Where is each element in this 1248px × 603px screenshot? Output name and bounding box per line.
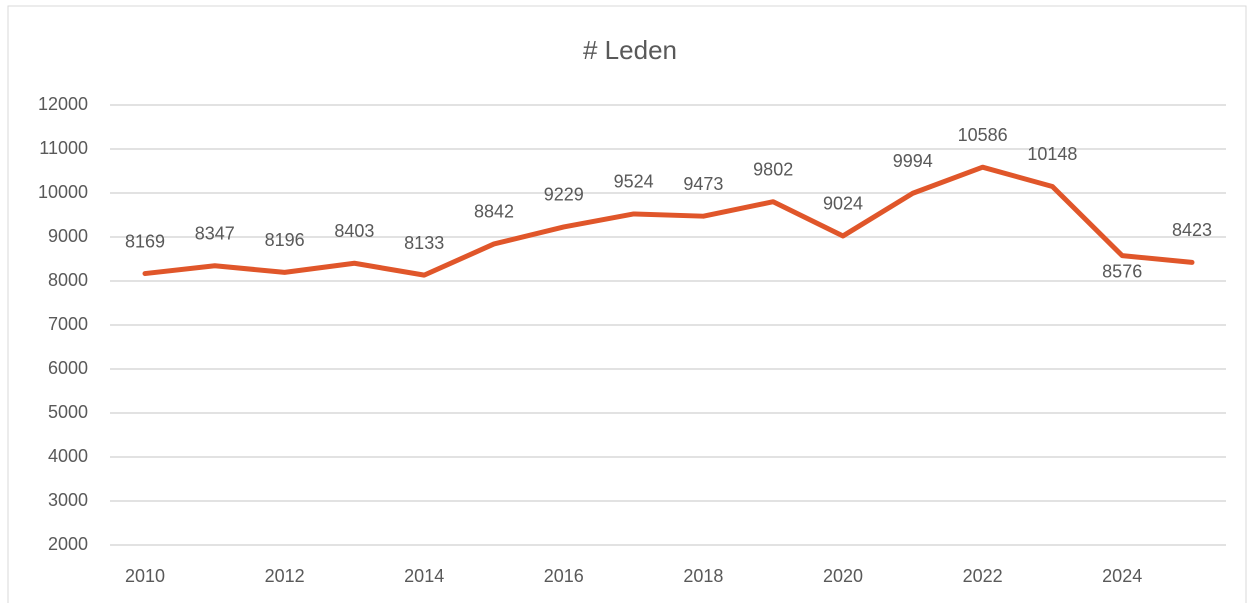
data-label: 8423 (1172, 220, 1212, 240)
y-tick-label: 3000 (48, 490, 88, 510)
x-tick-label: 2022 (963, 566, 1003, 586)
x-tick-label: 2014 (404, 566, 444, 586)
x-tick-label: 2020 (823, 566, 863, 586)
y-tick-label: 11000 (39, 138, 88, 158)
y-tick-label: 6000 (48, 358, 88, 378)
data-label: 9473 (683, 174, 723, 194)
y-tick-label: 8000 (48, 270, 88, 290)
y-tick-label: 5000 (48, 402, 88, 422)
data-label: 9994 (893, 151, 933, 171)
data-label: 9024 (823, 194, 863, 214)
data-label: 8403 (334, 221, 374, 241)
data-line (142, 164, 1195, 278)
data-label: 9524 (614, 172, 654, 192)
x-tick-label: 2018 (683, 566, 723, 586)
data-label: 9229 (544, 185, 584, 205)
y-tick-label: 4000 (48, 446, 88, 466)
data-label: 8347 (195, 223, 235, 243)
y-tick-label: 2000 (48, 534, 88, 554)
x-tick-label: 2016 (544, 566, 584, 586)
chart-frame (7, 5, 1247, 603)
y-tick-label: 7000 (48, 314, 88, 334)
data-label: 10586 (958, 125, 1008, 145)
data-label: 8576 (1102, 261, 1142, 281)
chart-title: # Leden (583, 35, 677, 65)
x-tick-label: 2012 (265, 566, 305, 586)
x-tick-label: 2010 (125, 566, 165, 586)
y-tick-label: 12000 (38, 94, 88, 114)
y-tick-label: 9000 (48, 226, 88, 246)
data-label: 9802 (753, 159, 793, 179)
data-label: 10148 (1027, 144, 1077, 164)
data-label: 8196 (265, 230, 305, 250)
data-label: 8842 (474, 202, 514, 222)
y-tick-label: 10000 (38, 182, 88, 202)
data-label: 8133 (404, 233, 444, 253)
data-label: 8169 (125, 231, 165, 251)
x-tick-label: 2024 (1102, 566, 1142, 586)
